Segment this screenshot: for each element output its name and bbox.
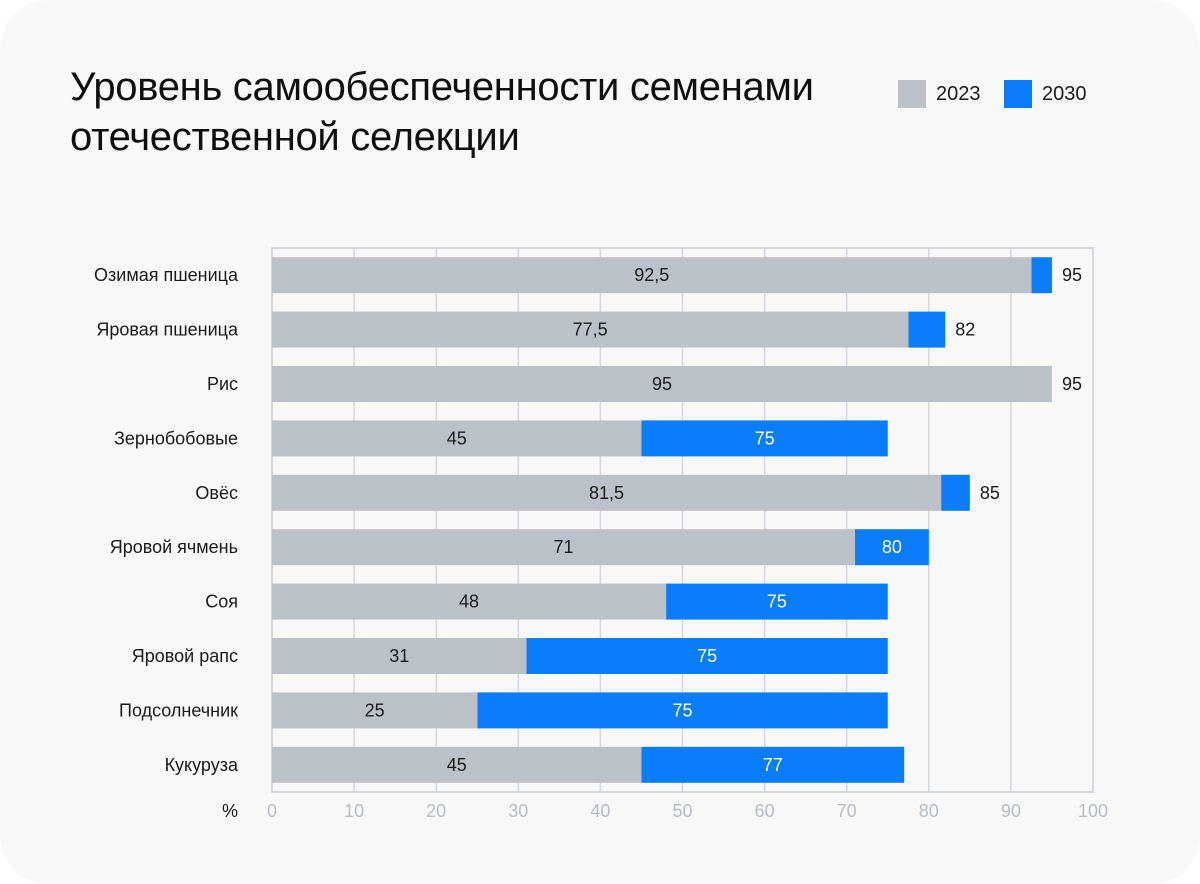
bar-2030 bbox=[641, 420, 888, 457]
data-label-2023: 95 bbox=[652, 374, 672, 394]
data-label-2023: 31 bbox=[389, 646, 409, 666]
bar-2030 bbox=[526, 638, 888, 674]
bar-2023 bbox=[272, 529, 855, 566]
legend-label-2030: 2030 bbox=[1042, 82, 1087, 105]
data-label-2030: 77 bbox=[763, 755, 783, 775]
x-tick-label-30: 30 bbox=[508, 801, 528, 821]
x-axis-label: % bbox=[222, 801, 238, 821]
bar-2023 bbox=[272, 746, 642, 783]
data-label-2023: 45 bbox=[447, 755, 467, 775]
x-tick-label-20: 20 bbox=[426, 801, 446, 821]
bar-2030 bbox=[1031, 257, 1052, 294]
data-label-2030: 85 bbox=[980, 483, 1000, 503]
x-tick-label-60: 60 bbox=[755, 801, 775, 821]
data-label-2023: 77,5 bbox=[573, 320, 608, 340]
legend-swatch-2030 bbox=[1004, 80, 1032, 108]
bar-2023 bbox=[272, 638, 527, 674]
category-label: Рис bbox=[207, 374, 238, 394]
bar-2030 bbox=[477, 692, 888, 729]
bar-2023 bbox=[272, 420, 642, 457]
bar-2023 bbox=[272, 692, 478, 729]
data-label-2030: 80 bbox=[882, 537, 902, 557]
bar-2030 bbox=[941, 474, 970, 511]
category-label: Зернобобовые bbox=[114, 428, 238, 448]
legend-item-2030: 2030 bbox=[1004, 80, 1087, 108]
legend-swatch-2023 bbox=[898, 80, 926, 108]
plot-frame bbox=[271, 247, 1094, 793]
category-label: Подсолнечник bbox=[119, 700, 238, 720]
data-label-2030: 75 bbox=[755, 428, 775, 448]
category-label: Соя bbox=[205, 592, 238, 612]
data-label-2023: 92,5 bbox=[634, 265, 669, 285]
x-tick-label-0: 0 bbox=[267, 801, 277, 821]
data-label-2030: 75 bbox=[767, 592, 787, 612]
bar-2030 bbox=[908, 311, 946, 348]
data-label-2023: 25 bbox=[365, 700, 385, 720]
data-label-2030: 95 bbox=[1062, 265, 1082, 285]
x-tick-label-50: 50 bbox=[672, 801, 692, 821]
bar-2030 bbox=[641, 746, 905, 783]
category-label: Яровой ячмень bbox=[110, 537, 238, 557]
x-tick-label-80: 80 bbox=[919, 801, 939, 821]
data-label-2023: 48 bbox=[459, 592, 479, 612]
bar-2023 bbox=[272, 474, 942, 511]
category-label: Овёс bbox=[195, 483, 238, 503]
bar-2030 bbox=[854, 529, 929, 566]
data-label-2030: 82 bbox=[955, 320, 975, 340]
data-label-2030: 95 bbox=[1062, 374, 1082, 394]
legend-item-2023: 2023 bbox=[898, 80, 981, 108]
category-label: Кукуруза bbox=[165, 755, 239, 775]
x-tick-label-40: 40 bbox=[590, 801, 610, 821]
legend-label-2023: 2023 bbox=[936, 82, 981, 105]
x-tick-label-90: 90 bbox=[1001, 801, 1021, 821]
category-label: Яровой рапс bbox=[132, 646, 238, 666]
bar-2023 bbox=[272, 311, 909, 348]
data-label-2023: 81,5 bbox=[589, 483, 624, 503]
bar-2030 bbox=[666, 583, 888, 620]
data-label-2023: 45 bbox=[447, 428, 467, 448]
x-tick-label-70: 70 bbox=[837, 801, 857, 821]
bar-2023 bbox=[272, 257, 1032, 294]
category-label: Яровая пшеница bbox=[96, 320, 239, 340]
category-label: Озимая пшеница bbox=[94, 265, 239, 285]
data-label-2023: 71 bbox=[553, 537, 573, 557]
data-label-2030: 75 bbox=[672, 700, 692, 720]
x-tick-label-100: 100 bbox=[1078, 801, 1108, 821]
x-tick-label-10: 10 bbox=[344, 801, 364, 821]
data-label-2030: 75 bbox=[697, 646, 717, 666]
bar-2023 bbox=[272, 583, 667, 620]
chart-title: Уровень самообеспеченности семенами отеч… bbox=[70, 65, 814, 159]
bar-2023 bbox=[272, 366, 1052, 402]
